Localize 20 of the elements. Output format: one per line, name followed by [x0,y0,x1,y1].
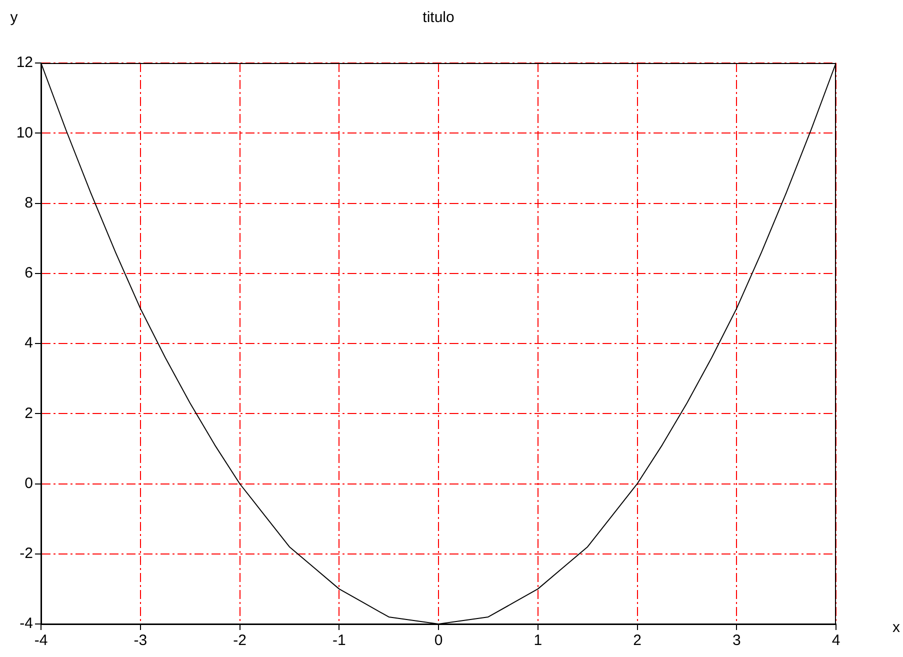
y-tick-label: 8 [24,194,33,212]
x-tick-label: -3 [134,632,148,650]
y-tick-label: 6 [24,264,33,282]
x-tick-label: -1 [332,632,346,650]
y-tick-label: -4 [20,615,33,632]
y-axis-title: y [10,9,18,26]
y-tick-label: 10 [16,124,33,142]
x-tick-label: -2 [233,632,246,650]
y-tick-label: -2 [20,545,33,562]
y-tick-label: 12 [16,54,33,72]
y-tick-label: 2 [24,404,33,422]
chart-title: titulo [422,9,454,26]
y-tick-label: 0 [24,474,33,492]
x-tick-label: 3 [732,632,741,650]
y-tick-label: 4 [24,334,33,352]
x-tick-label: 2 [633,632,642,650]
x-tick-label: 0 [434,632,443,650]
x-tick-label: 4 [832,632,840,650]
x-tick-label: 1 [534,632,542,650]
x-axis-title: x [892,619,900,636]
